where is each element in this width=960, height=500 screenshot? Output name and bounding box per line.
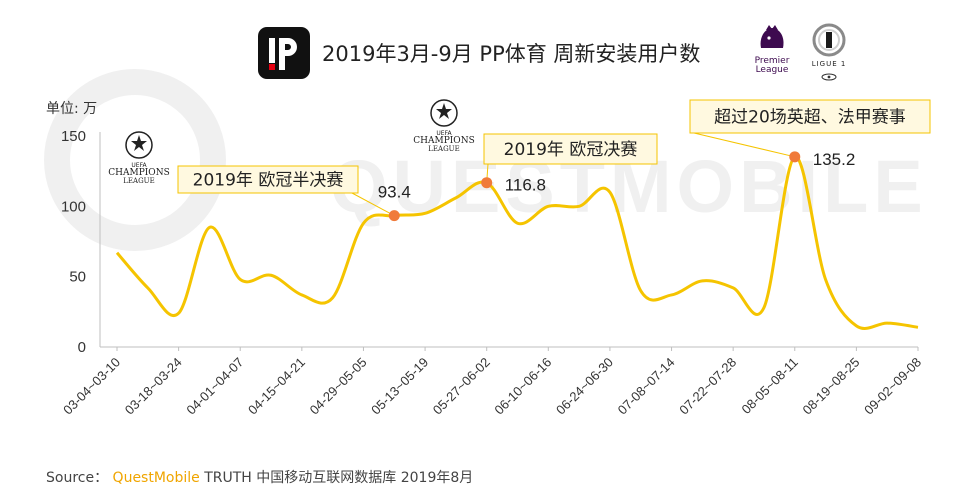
champions-league-starball-icon [125,131,153,159]
pp-sports-logo-icon [258,27,310,79]
premier-league-lion-icon [760,25,784,48]
premier-league-logo: Premier League [748,24,796,75]
x-tick-label: 06-24~06-30 [553,355,616,418]
x-tick-label: 04-01~04-07 [183,355,246,418]
x-tick-label: 07-22~07-28 [676,355,739,418]
series-group [115,155,919,330]
champions-league-logo: UEFA CHAMPIONS LEAGUE [413,98,475,153]
source-prefix: Source： [46,470,109,486]
chart-title: 2019年3月-9月 PP体育 周新安装用户数 [322,42,701,66]
ligue-1-eye-icon [821,73,837,81]
y-tick-label: 0 [78,339,86,356]
x-tick-label: 09-02~09-08 [861,355,924,418]
data-label: 116.8 [505,176,546,195]
x-tick-label: 07-08~07-14 [615,355,678,418]
callout-text: 2019年 欧冠决赛 [504,139,638,160]
callout-box [689,99,931,134]
x-tick-label: 08-19~08-25 [800,355,863,418]
callout-box [177,165,359,194]
data-label: 135.2 [813,150,856,169]
premier-league-text-1: Premier [754,56,790,66]
y-tick-label: 150 [61,128,86,145]
source-note: Source： QuestMobile TRUTH 中国移动互联网数据库 201… [46,467,473,487]
x-tick-label: 05-13~05-19 [368,355,431,418]
callout-connector [351,192,395,217]
callout-text: 超过20场英超、法甲赛事 [714,107,906,128]
ucl-logo-text-league: LEAGUE [123,177,155,185]
x-tick-label: 04-15~04-21 [245,355,308,418]
data-label: 93.4 [378,183,411,202]
x-tick-label: 08-05~08-11 [739,355,801,417]
champions-league-logo: UEFA CHAMPIONS LEAGUE [108,130,170,185]
x-tick-label: 03-04~03-10 [60,355,123,418]
highlight-marker [789,151,801,163]
callout-box [483,133,658,165]
ucl-logo-text-champions: CHAMPIONS [413,136,475,146]
ligue-1-text: LIGUE 1 [811,60,847,68]
ucl-logo-text-uefa: UEFA [131,162,147,169]
ucl-logo-text-league: LEAGUE [428,145,460,153]
ucl-logo-text-champions: CHAMPIONS [108,168,170,178]
source-rest: TRUTH 中国移动互联网数据库 2019年8月 [204,470,474,486]
y-unit-label: 单位: 万 [46,101,98,117]
champions-league-starball-icon [430,99,458,127]
highlight-marker [388,210,400,222]
annotations: 2019年 欧冠半决赛 93.4 2019年 欧冠决赛 116.8 超过20场英超、法甲… [177,99,931,222]
callout-connector [693,132,795,158]
series-line [115,155,919,330]
y-tick-label: 100 [61,198,86,215]
ucl-logo-text-uefa: UEFA [436,130,452,137]
callout-text: 2019年 欧冠半决赛 [193,170,344,191]
highlight-marker [481,177,493,189]
ligue-1-logo: LIGUE 1 [806,22,852,84]
source-brand: QuestMobile [112,470,200,486]
x-tick-label: 05-27~06-02 [430,355,493,418]
ligue-1-emblem-icon [812,23,846,57]
x-tick-label: 04-29~05-05 [307,355,370,418]
x-tick-label: 06-10~06-16 [491,355,554,418]
y-tick-label: 50 [69,269,86,286]
premier-league-text-2: League [755,65,789,75]
x-tick-label: 03-18~03-24 [122,355,185,418]
chart-header: 2019年3月-9月 PP体育 周新安装用户数 [258,26,700,80]
